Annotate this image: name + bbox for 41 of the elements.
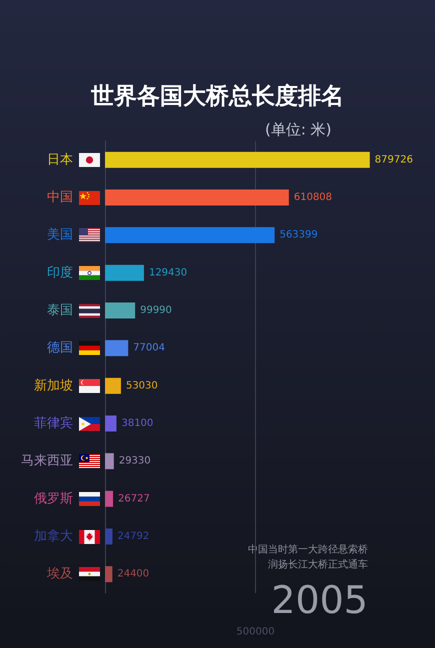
- bar: [105, 264, 144, 281]
- bar: [105, 528, 112, 544]
- y-tick-label: 印度: [47, 264, 73, 280]
- y-tick-label: 泰国: [47, 303, 73, 318]
- bar: [105, 340, 128, 356]
- data-label: 38100: [121, 418, 154, 429]
- chart-title: 世界各国大桥总长度排名: [90, 82, 344, 110]
- y-tick-label: 俄罗斯: [34, 491, 73, 506]
- data-label: 563399: [280, 230, 318, 241]
- data-label: 99990: [140, 305, 172, 316]
- bar: [105, 490, 114, 507]
- bar: [105, 453, 114, 470]
- y-tick-label: 美国: [47, 226, 73, 243]
- bar: [105, 190, 289, 206]
- y-tick-label: 新加坡: [34, 378, 73, 394]
- data-label: 24792: [117, 531, 150, 542]
- ref-line-label: 500000: [236, 626, 275, 638]
- y-tick-label: 中国: [47, 190, 73, 205]
- data-label: 879726: [374, 154, 413, 166]
- y-tick-label: 埃及: [46, 566, 73, 582]
- data-label: 610808: [294, 192, 332, 203]
- bar: [105, 227, 275, 244]
- data-label: 29330: [118, 456, 151, 467]
- bar: [105, 152, 370, 168]
- y-tick-label: 加拿大: [34, 529, 73, 544]
- data-label: 53030: [126, 380, 158, 392]
- annotation: 2005: [271, 578, 368, 622]
- data-label: 24400: [117, 568, 150, 580]
- bar: [105, 302, 136, 318]
- y-tick-label: 日本: [47, 152, 73, 168]
- y-tick-label: 菲律宾: [34, 415, 73, 431]
- chart-subtitle: (单位: 米): [265, 120, 332, 138]
- data-label: 26727: [118, 493, 150, 504]
- bar: [105, 378, 121, 394]
- data-label: 77004: [133, 342, 165, 354]
- y-tick-label: 马来西亚: [21, 454, 73, 469]
- annotation: 润扬长江大桥正式通车: [268, 558, 368, 570]
- data-label: 129430: [148, 267, 188, 278]
- y-tick-label: 德国: [47, 340, 73, 356]
- bar: [105, 566, 112, 582]
- bar: [105, 416, 116, 432]
